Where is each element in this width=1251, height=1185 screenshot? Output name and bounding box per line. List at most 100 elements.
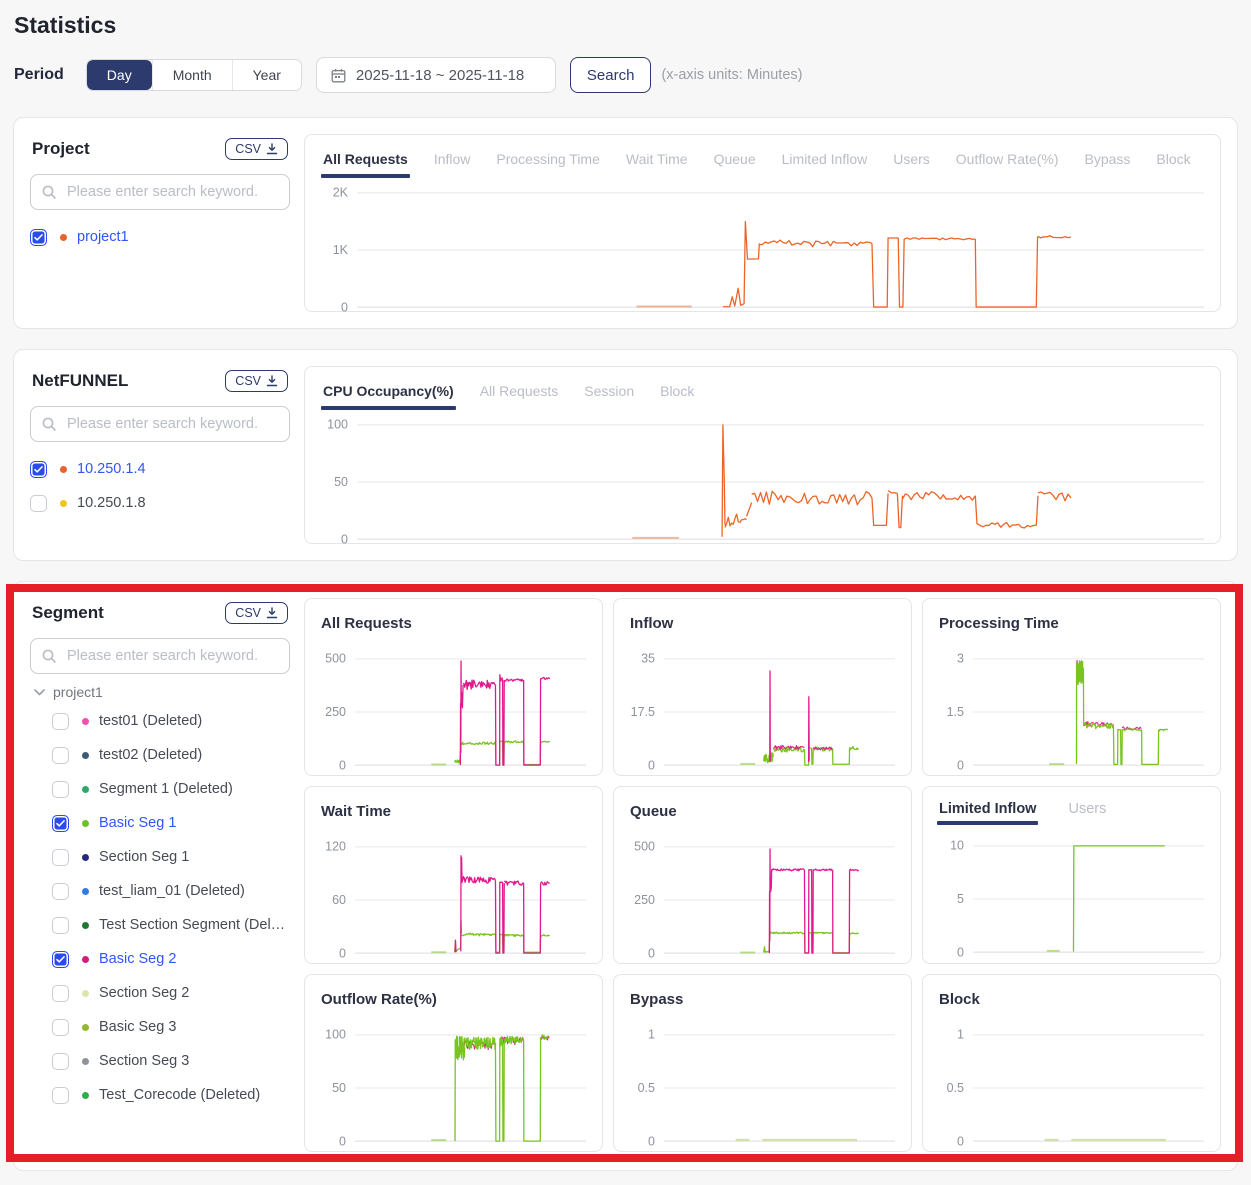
item-label: project1 — [77, 229, 129, 245]
date-range-input[interactable]: 2025-11-18 ~ 2025-11-18 — [315, 57, 556, 93]
y-tick-label: 500 — [325, 651, 346, 666]
page-title: Statistics — [14, 12, 117, 38]
y-tick-label: 0 — [957, 758, 964, 773]
checkbox[interactable] — [30, 460, 47, 478]
checkbox[interactable] — [52, 814, 69, 832]
plot-area — [664, 1034, 895, 1142]
csv-download-button[interactable]: CSV — [225, 138, 288, 160]
period-tab-day[interactable]: Day — [86, 60, 152, 90]
download-icon — [266, 607, 278, 619]
plot-area — [973, 845, 1204, 953]
tab-all-requests[interactable]: All Requests — [479, 383, 559, 399]
period-tab-month[interactable]: Month — [151, 60, 232, 90]
checkbox[interactable] — [52, 882, 69, 900]
tab-session[interactable]: Session — [584, 383, 635, 399]
list-item: Test Section Segment (Delet... — [52, 908, 290, 942]
y-tick-label: 5 — [957, 892, 964, 906]
csv-label: CSV — [235, 374, 261, 388]
card-title: Wait Time — [321, 803, 392, 820]
csv-label: CSV — [235, 142, 261, 156]
checkbox[interactable] — [52, 1018, 69, 1036]
item-label: Basic Seg 2 — [99, 951, 177, 967]
tab-block[interactable]: Block — [1156, 151, 1191, 167]
y-tick-label: 100 — [325, 1027, 346, 1042]
plot-area — [355, 658, 586, 766]
search-input[interactable] — [65, 647, 279, 665]
tab-wait-time[interactable]: Wait Time — [625, 151, 688, 167]
checkbox[interactable] — [52, 950, 69, 968]
y-axis-labels: 100 50 0 — [319, 1028, 355, 1149]
y-tick-label: 0 — [648, 758, 655, 773]
tree-node-project1[interactable]: project1 — [34, 684, 290, 700]
csv-download-button[interactable]: CSV — [225, 602, 288, 624]
download-icon — [266, 143, 278, 155]
segment-chart-card: Queue 500 250 0 — [613, 786, 912, 964]
project-chart: 2K 1K 0 — [321, 186, 1204, 314]
card-tabs: Limited Inflow Users — [936, 801, 1204, 825]
item-label: test02 (Deleted) — [99, 747, 203, 763]
tab-processing-time[interactable]: Processing Time — [496, 151, 600, 167]
y-axis-labels: 120 60 0 — [319, 840, 355, 961]
tab-queue[interactable]: Queue — [713, 151, 756, 167]
tab-outflow-rate[interactable]: Outflow Rate(%) — [955, 151, 1059, 167]
tab-limited-inflow[interactable]: Limited Inflow — [936, 801, 1039, 825]
segment-side: Segment CSV project1 test01 (Deleted)tes… — [30, 598, 290, 1154]
item-label: Basic Seg 3 — [99, 1019, 177, 1035]
checkbox[interactable] — [52, 916, 69, 934]
color-dot — [60, 499, 67, 507]
y-tick-label: 0 — [341, 300, 348, 315]
item-label: test_liam_01 (Deleted) — [99, 883, 245, 899]
item-label: Basic Seg 1 — [99, 815, 177, 831]
y-tick-label: 3 — [957, 651, 964, 666]
list-item: 10.250.1.4 — [30, 452, 290, 486]
item-label: Segment 1 (Deleted) — [99, 781, 233, 797]
tab-users[interactable]: Users — [1068, 801, 1107, 817]
segment-chart-card: All Requests 500 250 0 — [304, 598, 603, 776]
checkbox[interactable] — [52, 780, 69, 798]
csv-download-button[interactable]: CSV — [225, 370, 288, 392]
segment-chart-card: Block 1 0.5 0 — [922, 974, 1221, 1152]
plot-area — [973, 1034, 1204, 1142]
card-chart: 120 60 0 — [319, 840, 586, 961]
period-granularity-control: Day Month Year — [85, 59, 302, 91]
checkbox[interactable] — [30, 228, 47, 246]
tab-cpu-occupancy[interactable]: CPU Occupancy(%) — [321, 383, 456, 410]
tab-block[interactable]: Block — [660, 383, 695, 399]
checkbox[interactable] — [52, 1052, 69, 1070]
tab-users[interactable]: Users — [893, 151, 930, 167]
tab-all-requests[interactable]: All Requests — [321, 151, 410, 178]
tab-bypass[interactable]: Bypass — [1084, 151, 1131, 167]
list-item: Segment 1 (Deleted) — [52, 772, 290, 806]
search-input[interactable] — [65, 183, 279, 201]
item-label: 10.250.1.8 — [77, 495, 146, 511]
period-tab-year[interactable]: Year — [231, 60, 301, 90]
y-tick-label: 0.5 — [637, 1081, 655, 1095]
tab-inflow[interactable]: Inflow — [433, 151, 471, 167]
period-label: Period — [14, 66, 64, 83]
y-tick-label: 500 — [634, 839, 655, 854]
checkbox[interactable] — [52, 712, 69, 730]
list-item: test01 (Deleted) — [52, 704, 290, 738]
checkbox[interactable] — [52, 746, 69, 764]
checkbox[interactable] — [52, 848, 69, 866]
checkbox[interactable] — [30, 494, 47, 512]
list-item: 10.250.1.8 — [30, 486, 290, 520]
netfunnel-chart-box: CPU Occupancy(%) All Requests Session Block… — [304, 366, 1221, 546]
y-axis-labels: 35 17.5 0 — [628, 652, 664, 773]
tab-limited-inflow[interactable]: Limited Inflow — [781, 151, 868, 167]
color-dot — [82, 887, 89, 895]
search-button[interactable]: Search — [569, 57, 652, 93]
y-tick-label: 0 — [339, 1134, 346, 1149]
plot-area — [973, 658, 1204, 766]
segment-charts-grid: All Requests 500 250 0 Inflow 35 17.5 0 Processi… — [304, 598, 1221, 1154]
checkbox[interactable] — [52, 1086, 69, 1104]
y-tick-label: 0 — [957, 1134, 964, 1149]
list-item: project1 — [30, 220, 290, 254]
y-tick-label: 250 — [634, 893, 655, 907]
y-axis-labels: 500 250 0 — [628, 840, 664, 961]
segment-chart-card: Wait Time 120 60 0 — [304, 786, 603, 964]
checkbox[interactable] — [52, 984, 69, 1002]
search-input[interactable] — [65, 415, 279, 433]
project-list: project1 — [30, 220, 290, 254]
y-tick-label: 60 — [332, 893, 346, 907]
